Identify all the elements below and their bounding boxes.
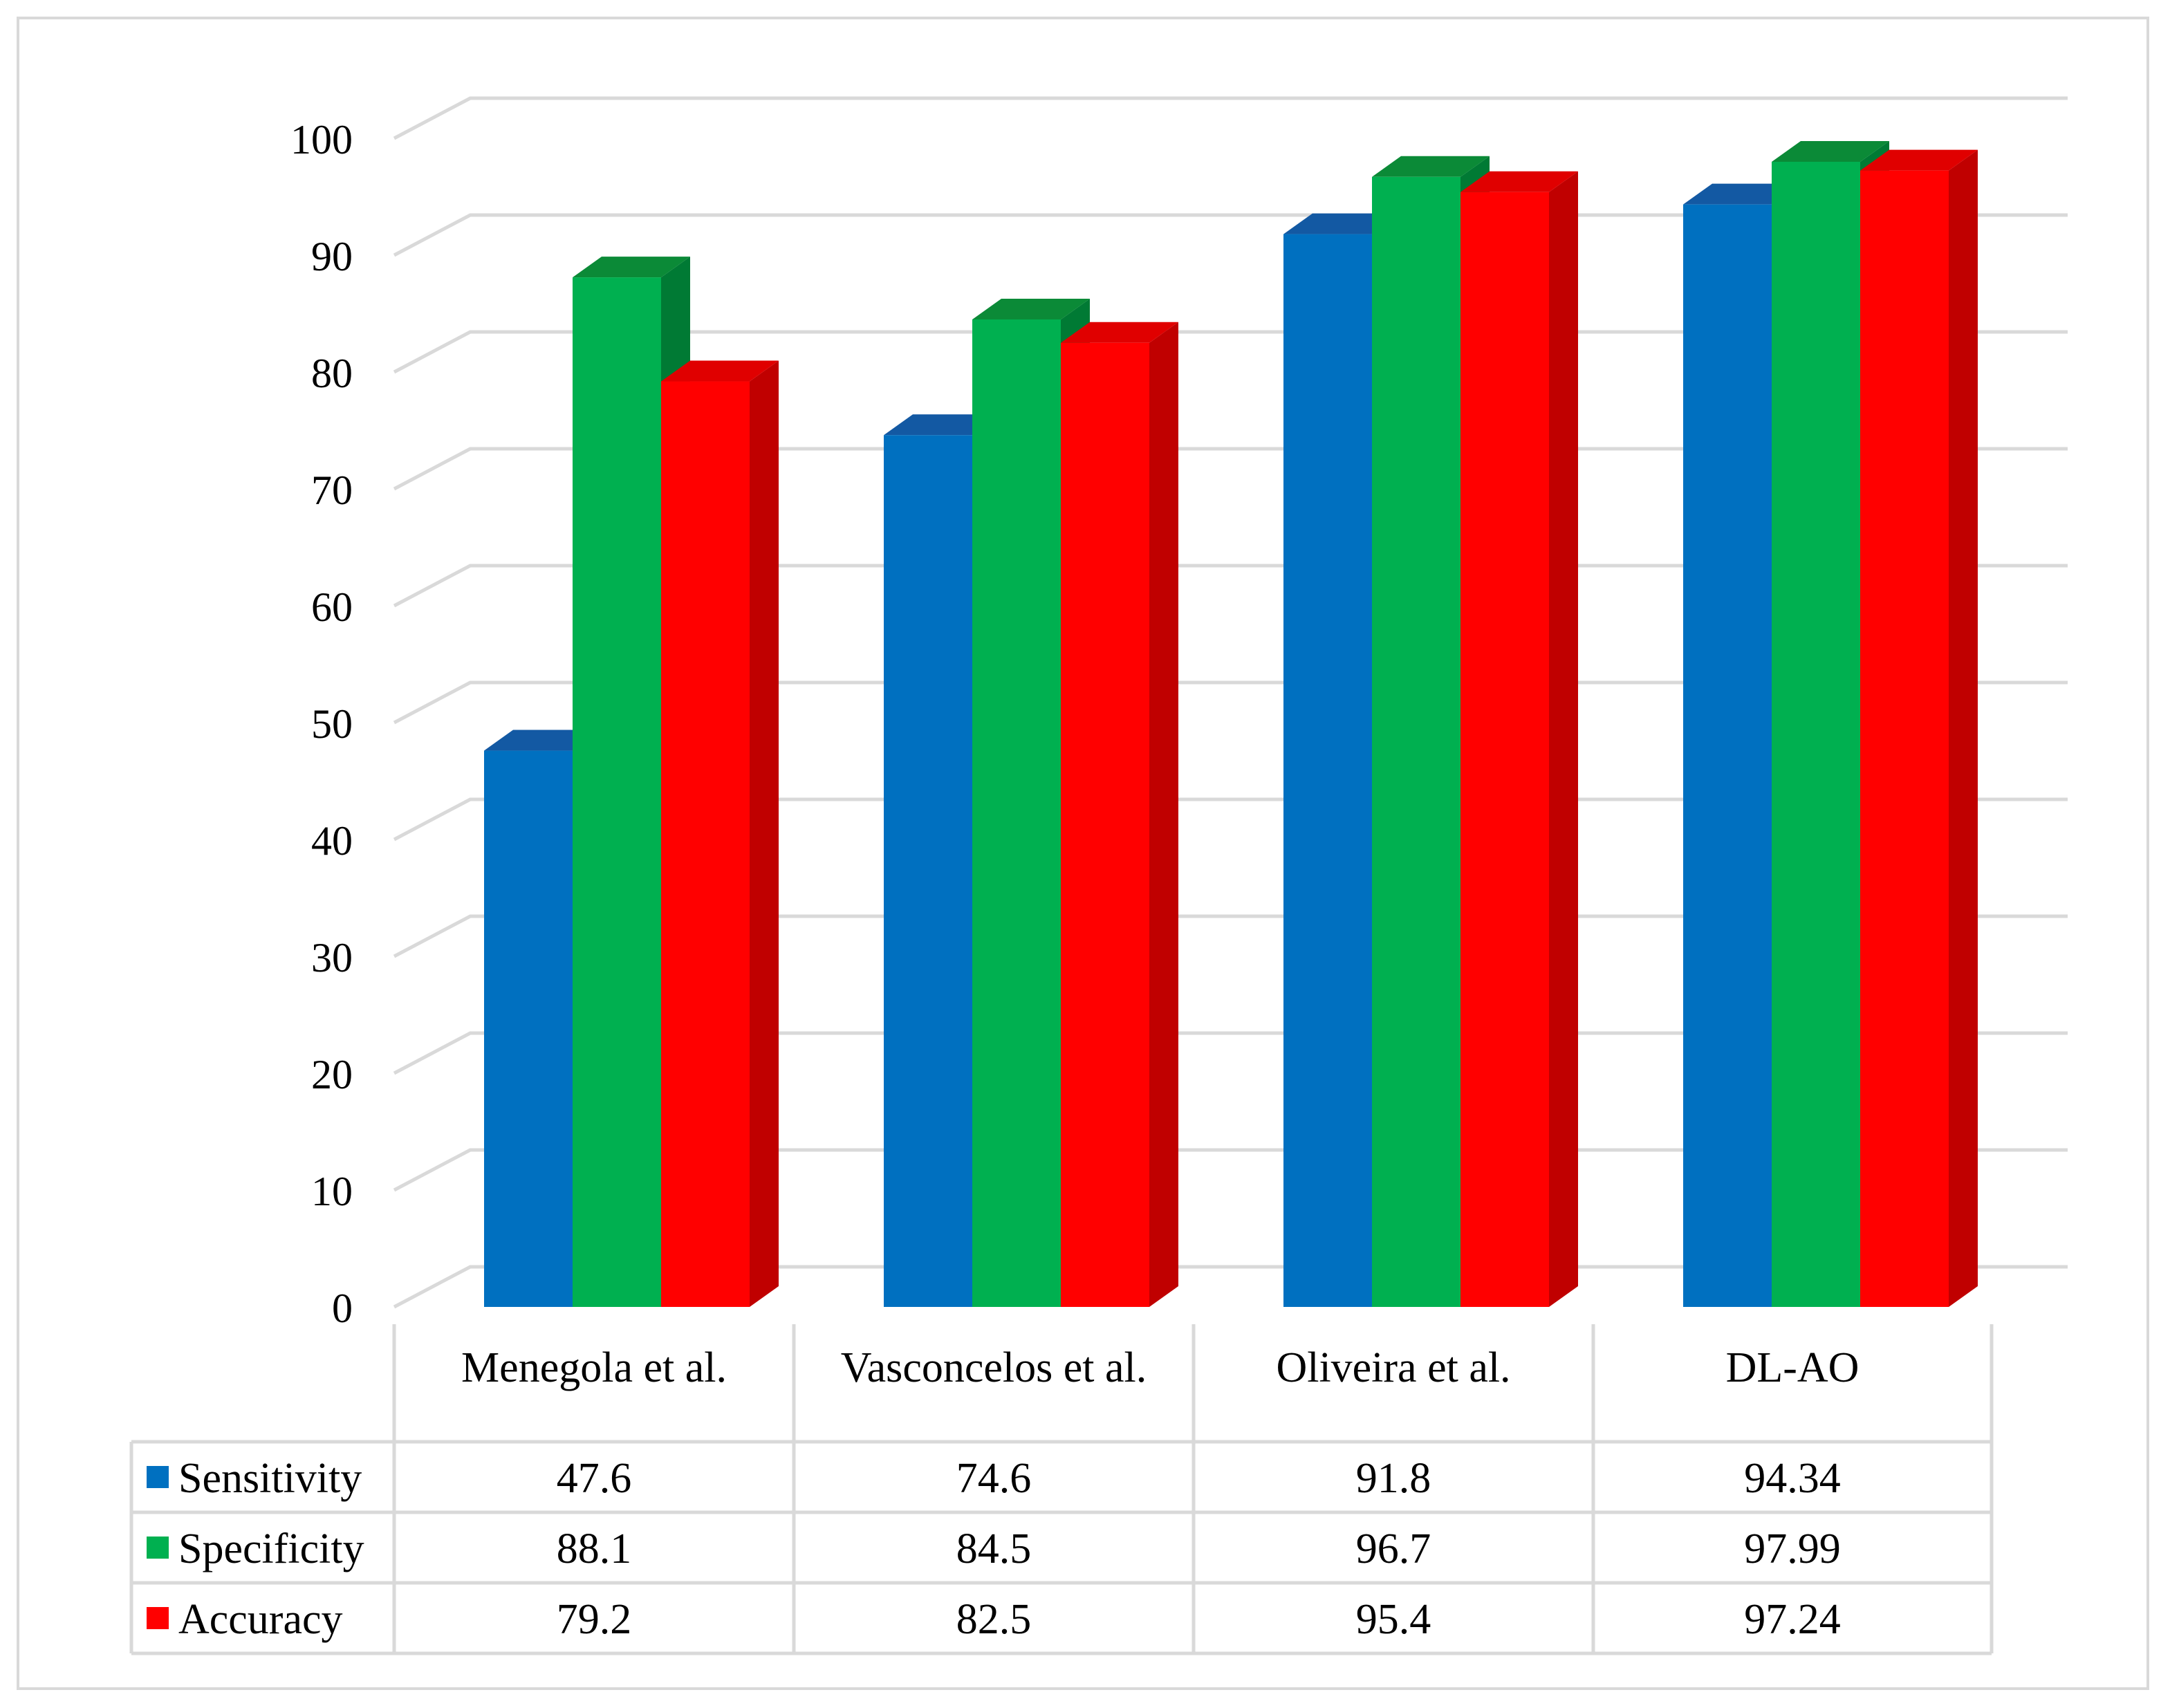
table-cell-value: 96.7 — [1356, 1525, 1431, 1572]
y-tick-label: 100 — [290, 117, 353, 163]
table-cell-value: 84.5 — [956, 1525, 1032, 1572]
bar — [884, 435, 972, 1307]
bar-side — [1149, 322, 1178, 1307]
bar — [1683, 204, 1772, 1307]
bar-top — [972, 298, 1090, 319]
bar-top — [484, 730, 602, 751]
bar-top — [1772, 140, 1889, 162]
bar — [1372, 176, 1460, 1307]
legend-label: Sensitivity — [178, 1455, 362, 1502]
bar-top — [1683, 183, 1801, 205]
y-tick-label: 30 — [311, 935, 353, 981]
bar — [972, 319, 1061, 1308]
y-tick-label: 40 — [311, 818, 353, 864]
category-label: Vasconcelos et al. — [841, 1344, 1147, 1391]
legend-swatch — [147, 1537, 169, 1559]
data-table: Menegola et al. Vasconcelos et al. Oliveir… — [129, 1324, 1994, 1655]
table-cell-value: 88.1 — [557, 1525, 632, 1572]
legend-label: Specificity — [178, 1525, 364, 1572]
y-tick-label: 0 — [332, 1285, 353, 1331]
bar-side — [1949, 149, 1978, 1307]
y-tick-label: 70 — [311, 467, 353, 513]
bar-top — [1061, 322, 1178, 343]
y-tick-label: 50 — [311, 701, 353, 747]
gridline — [393, 96, 2068, 140]
bar-top — [573, 257, 690, 278]
table-cell-value: 94.34 — [1744, 1455, 1841, 1502]
bar — [573, 277, 661, 1307]
table-cell-value: 74.6 — [956, 1455, 1032, 1502]
bar — [1772, 161, 1860, 1307]
bar-top — [1283, 213, 1401, 234]
y-tick-label: 80 — [311, 351, 353, 396]
table-cell-value: 97.24 — [1744, 1596, 1841, 1643]
bar — [484, 750, 573, 1307]
bar — [1460, 192, 1549, 1307]
category-label: Menegola et al. — [461, 1344, 727, 1391]
bar — [661, 381, 750, 1307]
legend-swatch — [147, 1466, 169, 1488]
bar — [1061, 342, 1149, 1307]
bar-top — [1860, 149, 1978, 171]
category-label: DL-AO — [1726, 1344, 1860, 1391]
bar-top — [1460, 171, 1578, 192]
table-cell-value: 97.99 — [1744, 1525, 1841, 1572]
table-cell-value: 47.6 — [557, 1455, 632, 1502]
y-tick-label: 90 — [311, 234, 353, 279]
table-cell-value: 79.2 — [557, 1596, 632, 1643]
category-label: Oliveira et al. — [1276, 1344, 1510, 1391]
y-axis-ticks: 0 10 20 30 40 50 60 70 80 90 100 — [290, 117, 353, 1331]
y-tick-label: 10 — [311, 1169, 353, 1214]
bar-side — [1549, 171, 1578, 1308]
bar-top — [1372, 156, 1490, 177]
table-cell-value: 95.4 — [1356, 1596, 1431, 1643]
bar — [1860, 170, 1949, 1307]
y-tick-label: 20 — [311, 1052, 353, 1097]
bar-top — [661, 360, 779, 382]
legend-label: Accuracy — [178, 1596, 343, 1643]
table-cell-value: 82.5 — [956, 1596, 1032, 1643]
bar-side — [750, 360, 779, 1307]
y-tick-label: 60 — [311, 584, 353, 630]
table-cell-value: 91.8 — [1356, 1455, 1431, 1502]
legend-swatch — [147, 1607, 169, 1629]
bar — [1283, 234, 1372, 1308]
bars — [484, 140, 1978, 1308]
bar-top — [884, 414, 1001, 436]
